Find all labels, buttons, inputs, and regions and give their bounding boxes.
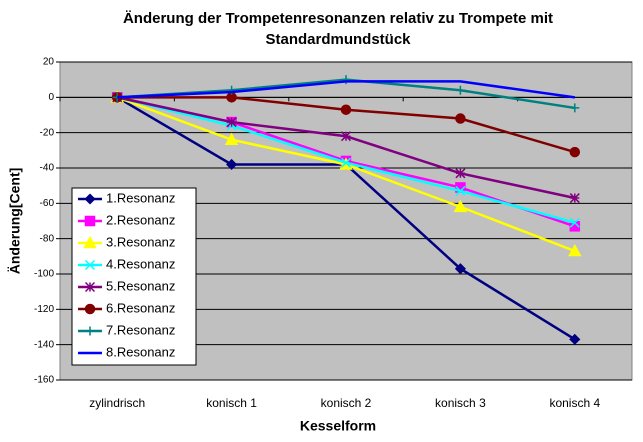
legend-label: 5.Resonanz [106,278,175,293]
x-axis-label: Kesselform [300,418,376,434]
legend-label: 3.Resonanz [106,234,175,249]
marker [226,117,237,128]
legend-label: 8.Resonanz [106,344,175,359]
legend-label: 4.Resonanz [106,256,175,271]
marker [570,103,580,113]
marker [568,243,582,257]
y-tick-label: -60 [40,198,55,209]
y-tick-label: -160 [34,375,54,386]
legend-label: 6.Resonanz [106,300,175,315]
marker [340,131,352,142]
y-tick-label: -80 [40,233,55,244]
series-line [117,80,575,99]
marker [455,185,466,196]
x-tick-label: zylindrisch [89,396,145,410]
marker [453,199,468,213]
marker [569,146,581,158]
legend-marker [84,303,96,315]
marker [569,217,580,228]
legend-marker [85,326,95,336]
marker [454,263,466,275]
x-tick-label: konisch 4 [549,396,600,410]
legend-marker [83,235,97,249]
marker [340,104,352,115]
legend-marker [84,193,96,205]
y-tick-label: -100 [34,269,54,280]
marker [340,157,352,168]
marker [455,85,465,95]
legend-label: 2.Resonanz [106,212,175,227]
marker [226,158,238,171]
legend-label: 7.Resonanz [106,322,175,337]
legend-marker [84,259,96,271]
y-axis-label: Änderung[Cent] [7,168,23,275]
legend-marker [84,281,96,293]
y-tick-label: -20 [40,127,55,138]
marker [455,113,466,124]
marker [224,132,239,145]
x-tick-label: konisch 3 [435,396,486,410]
legend-marker [84,215,96,227]
y-tick-label: -140 [34,339,54,350]
marker [569,193,580,204]
y-tick-label: 20 [43,57,55,68]
x-tick-label: konisch 1 [206,396,257,410]
y-tick-label: -40 [40,163,55,174]
marker [569,333,581,345]
y-tick-label: -120 [34,304,54,315]
x-tick-label: konisch 2 [321,396,372,410]
chart-title: Standardmundstück [265,31,411,48]
chart-title: Änderung der Trompetenresonanzen relativ… [123,10,553,27]
y-tick-label: 0 [48,92,54,103]
legend-label: 1.Resonanz [106,190,175,205]
marker [455,168,466,179]
